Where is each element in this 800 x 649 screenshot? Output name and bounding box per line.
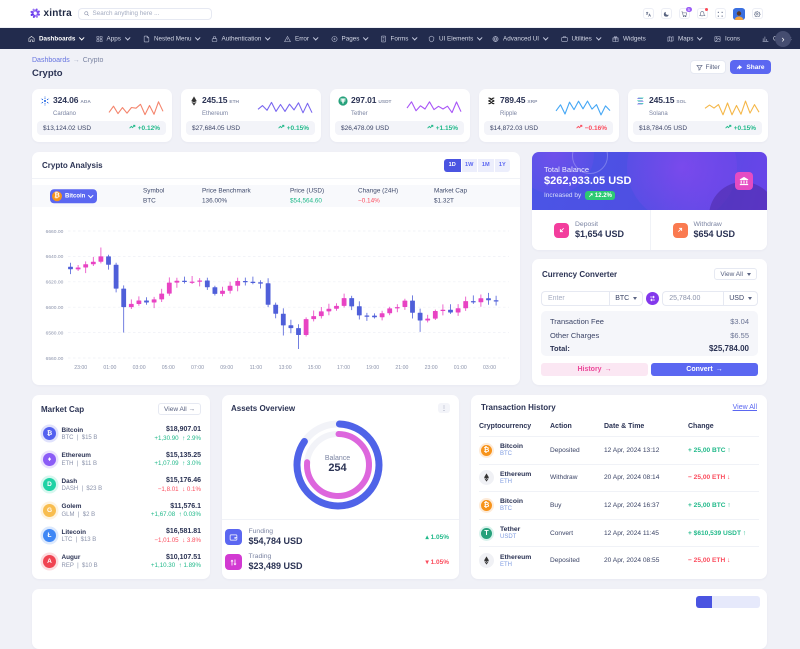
svg-text:11:00: 11:00 <box>250 365 263 371</box>
svg-text:21:00: 21:00 <box>395 365 408 371</box>
svg-text:13:00: 13:00 <box>279 365 292 371</box>
svg-text:6660.00: 6660.00 <box>46 229 64 235</box>
svg-text:01:00: 01:00 <box>103 365 116 371</box>
svg-text:6560.00: 6560.00 <box>46 356 64 362</box>
svg-text:23:00: 23:00 <box>425 365 438 371</box>
svg-text:05:00: 05:00 <box>162 365 175 371</box>
svg-text:09:00: 09:00 <box>220 365 233 371</box>
svg-text:15:00: 15:00 <box>308 365 321 371</box>
svg-text:6600.00: 6600.00 <box>46 305 64 311</box>
svg-text:03:00: 03:00 <box>133 365 146 371</box>
svg-text:19:00: 19:00 <box>366 365 379 371</box>
svg-text:6580.00: 6580.00 <box>46 330 64 336</box>
svg-text:17:00: 17:00 <box>337 365 350 371</box>
svg-text:01:00: 01:00 <box>454 365 467 371</box>
svg-text:03:00: 03:00 <box>483 365 496 371</box>
svg-text:6620.00: 6620.00 <box>46 280 64 286</box>
svg-text:23:00: 23:00 <box>74 365 87 371</box>
svg-text:07:00: 07:00 <box>191 365 204 371</box>
svg-text:6640.00: 6640.00 <box>46 254 64 260</box>
